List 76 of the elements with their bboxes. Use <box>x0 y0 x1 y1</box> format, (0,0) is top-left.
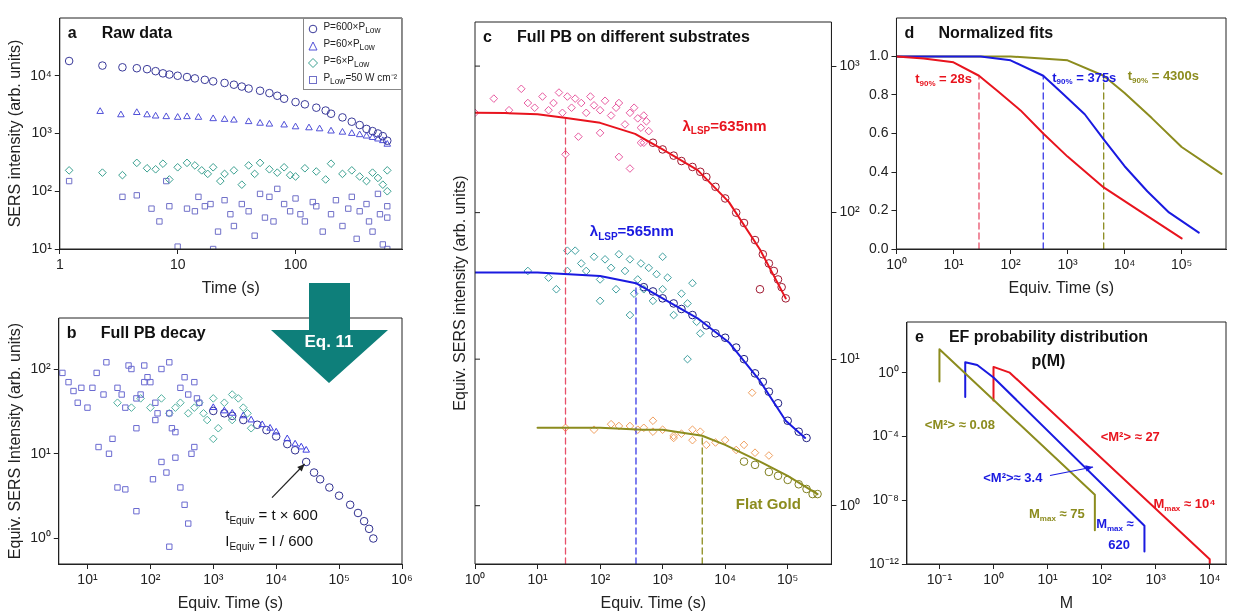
annotation: <M²> ≈ 0.08 <box>924 416 995 432</box>
legend-label: P$_{Low}$=50 W cm⁻² <box>323 71 397 88</box>
chart-title: EF probability distribution <box>948 328 1149 346</box>
annotation: d <box>904 24 915 42</box>
y-tick-label: 10² <box>839 203 860 220</box>
x-tick-label: 10¹ <box>1037 571 1059 588</box>
annotation: Flat Gold <box>735 495 801 513</box>
y-tick-label: 10⁰ <box>839 496 861 513</box>
x-tick-label: 10⁰ <box>464 571 486 588</box>
x-tick-label: 10⁵ <box>777 571 799 588</box>
x-axis-title: Equiv. Time (s) <box>177 593 284 611</box>
y-tick-label: 10⁰ <box>30 529 51 546</box>
x-axis-title: Equiv. Time (s) <box>600 593 706 611</box>
y-tick-label: 10² <box>30 359 52 376</box>
y-tick-label: 10⁻⁸ <box>872 491 899 508</box>
y-tick-label: 10³ <box>31 124 53 141</box>
annotation: c <box>483 28 492 46</box>
annotation: b <box>66 324 77 342</box>
y-tick-label: 0.0 <box>868 239 889 256</box>
x-tick-label: 10⁴ <box>265 571 287 588</box>
y-tick-label: 1.0 <box>868 47 889 64</box>
text: p(M) <box>1031 352 1066 370</box>
annotation: <M²> ≈ 27 <box>1100 429 1160 445</box>
y-tick-label: 10¹ <box>30 444 52 461</box>
y-tick-label: 0.4 <box>868 162 889 179</box>
chart-title: Raw data <box>101 24 173 42</box>
legend-label: P=600×P$_{Low}$ <box>323 20 381 37</box>
y-tick-label: 10¹ <box>839 350 860 367</box>
y-tick-label: 10¹ <box>31 239 53 256</box>
annotation: Eq. 11 <box>304 332 354 352</box>
x-tick-label: 1 <box>55 256 64 273</box>
x-axis-title: Time (s) <box>201 278 260 296</box>
chart-title: Full PB decay <box>100 324 206 342</box>
x-tick-label: 10³ <box>203 571 224 588</box>
x-tick-label: 100 <box>283 256 308 273</box>
x-tick-label: 10² <box>140 571 161 588</box>
x-tick-label: 10² <box>1091 571 1113 588</box>
y-tick-label: 0.6 <box>868 124 889 141</box>
x-tick-label: 10 <box>169 256 186 273</box>
x-tick-label: 10³ <box>1057 256 1079 273</box>
y-axis-title: Equiv. SERS intensity (arb. units) <box>451 175 469 411</box>
y-tick-label: 0.2 <box>868 201 889 218</box>
x-tick-label: 10¹ <box>943 256 964 273</box>
y-tick-label: 10⁴ <box>30 66 52 83</box>
x-tick-label: 10² <box>589 571 611 588</box>
legend-label: P=60×P$_{Low}$ <box>323 37 375 54</box>
legend-label: P=6×P$_{Low}$ <box>323 54 370 71</box>
y-axis-title: Equiv. SERS Intensity (arb. units) <box>6 322 24 560</box>
x-tick-label: 10⁵ <box>328 571 350 588</box>
x-tick-label: 10³ <box>652 571 674 588</box>
x-tick-label: 10¹ <box>527 571 548 588</box>
y-tick-label: 10⁻¹² <box>868 554 900 571</box>
x-axis-title: M <box>1059 593 1074 611</box>
x-tick-label: 10⁻¹ <box>926 571 953 588</box>
y-tick-label: 10⁻⁴ <box>872 427 899 444</box>
annotation: <M²>≈ 3.4 <box>983 469 1044 485</box>
y-tick-label: 0.8 <box>868 85 889 102</box>
x-tick-label: 10⁰ <box>983 571 1004 588</box>
x-tick-label: 10³ <box>1145 571 1167 588</box>
x-tick-label: 10⁵ <box>1170 256 1193 273</box>
annotation: a <box>67 24 77 42</box>
y-tick-label: 10² <box>31 182 53 199</box>
x-tick-label: 10² <box>1000 256 1021 273</box>
x-tick-label: 10⁴ <box>1198 571 1221 588</box>
y-axis-title: SERS intensity (arb. units) <box>6 39 24 228</box>
y-tick-label: 10³ <box>839 56 860 73</box>
x-tick-label: 10⁴ <box>714 571 736 588</box>
annotation: 620 <box>1108 536 1130 552</box>
y-tick-label: 10⁰ <box>878 363 899 380</box>
chart-title: Normalized fits <box>938 24 1054 42</box>
x-tick-label: 10⁶ <box>391 571 413 588</box>
chart-title: Full PB on different substrates <box>517 28 751 46</box>
x-tick-label: 10⁴ <box>1113 256 1136 273</box>
annotation: e <box>914 328 924 346</box>
x-axis-title: Equiv. Time (s) <box>1008 278 1114 296</box>
x-tick-label: 10¹ <box>77 571 98 588</box>
